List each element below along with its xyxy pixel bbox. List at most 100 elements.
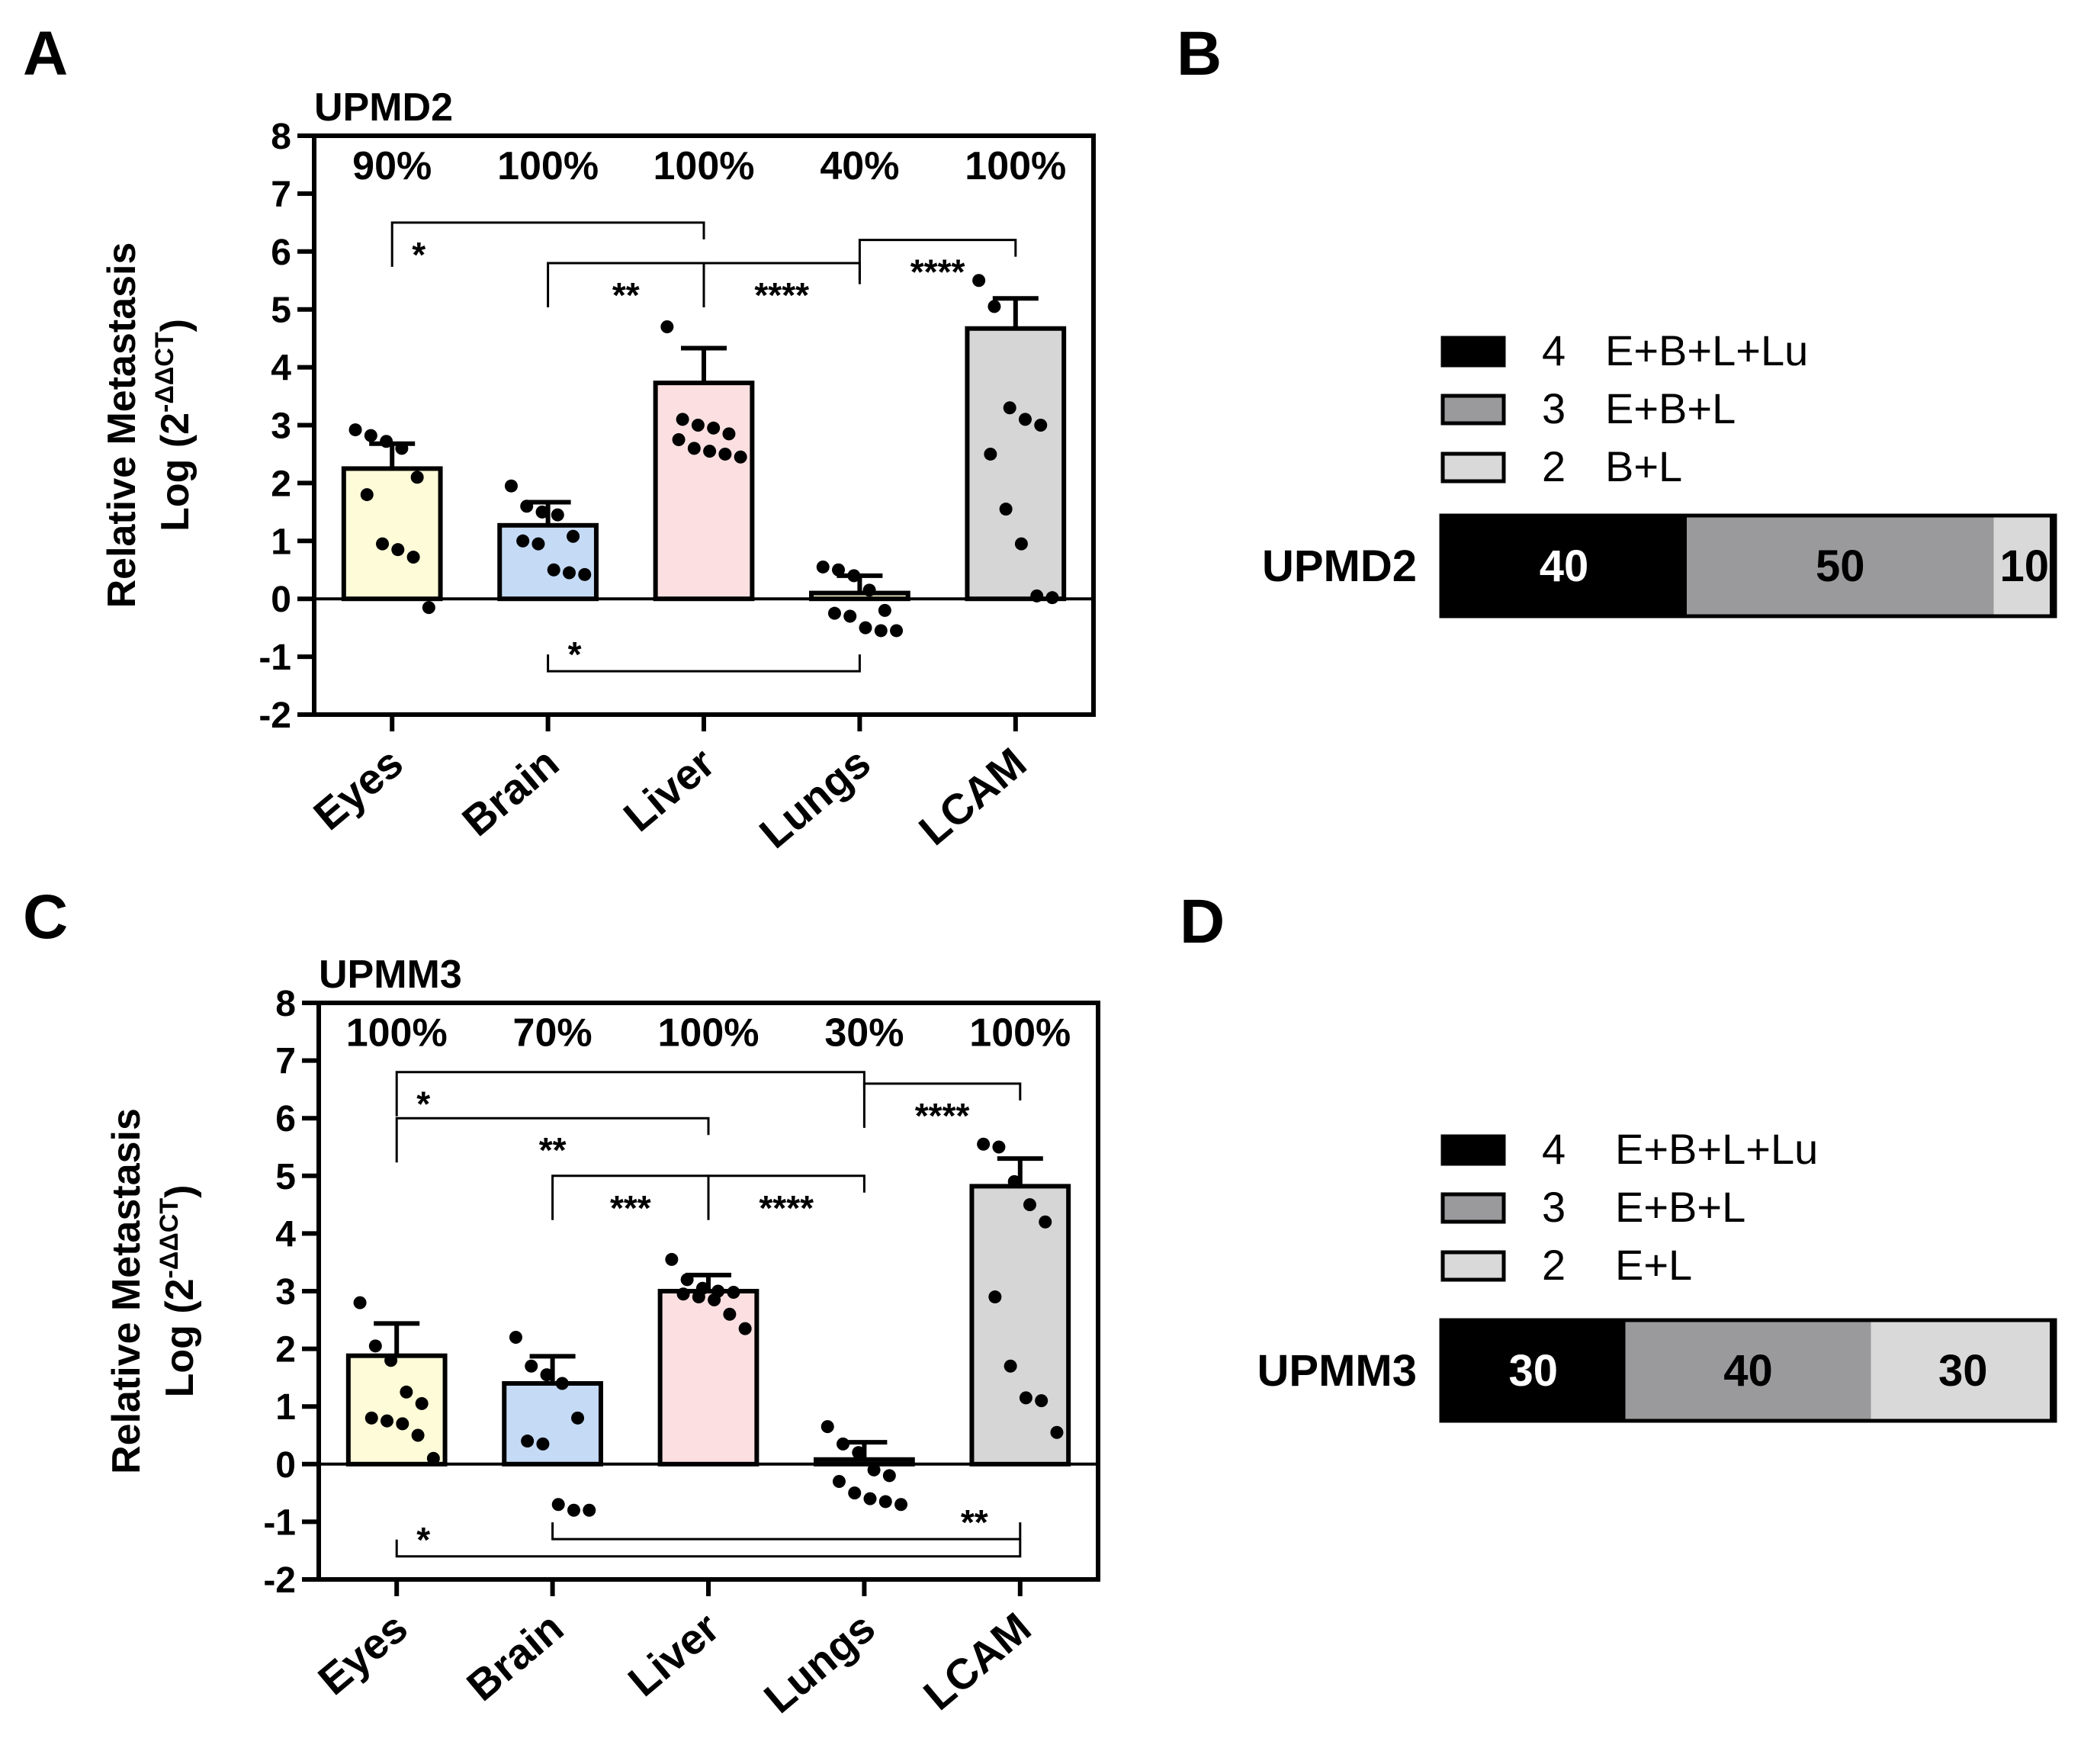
y-tick-label: -2: [259, 696, 291, 736]
data-point: [837, 1437, 850, 1451]
data-point: [536, 1437, 550, 1451]
legend-swatch: [1440, 451, 1506, 484]
percent-label: 100%: [346, 1011, 448, 1056]
significance-label: ****: [759, 1188, 814, 1228]
data-point: [676, 413, 689, 426]
stacked-segment: [1871, 1320, 2055, 1421]
data-point: [1039, 1215, 1052, 1229]
y-tick-label: 6: [271, 233, 291, 273]
data-point: [977, 1137, 991, 1151]
significance-bracket: [862, 1082, 1022, 1128]
data-point: [516, 534, 530, 548]
data-point: [1018, 413, 1032, 426]
x-tick-label-liver: Liver: [619, 1603, 728, 1705]
data-point: [687, 442, 701, 455]
x-tick-label-liver: Liver: [615, 738, 724, 840]
legend-text: E+B+L: [1605, 384, 1736, 432]
legend-number: 4: [1542, 1125, 1566, 1173]
x-tick-label-eyes: Eyes: [309, 1603, 416, 1704]
bar-lcam: [965, 326, 1067, 602]
legend-swatch: [1440, 1250, 1506, 1282]
significance-bracket: [707, 1174, 865, 1220]
y-tick-label: 1: [271, 522, 291, 562]
data-point: [722, 427, 736, 441]
data-point: [832, 563, 846, 577]
data-point: [707, 421, 721, 435]
data-point: [874, 624, 888, 638]
bar-chart-upmm3: UPMM3 Relative Metastasis Log (2-ΔΔCT) -2 -1…: [104, 953, 1100, 1722]
data-point: [672, 432, 686, 446]
data-point: [848, 1486, 862, 1500]
data-point: [984, 447, 997, 461]
legend-number: 2: [1542, 1241, 1566, 1289]
data-point: [353, 1296, 367, 1309]
legend-text: E+B+L+Lu: [1605, 326, 1808, 374]
data-point: [827, 606, 841, 620]
y-axis-label-suffix: ): [158, 1185, 202, 1198]
data-point: [1019, 1391, 1032, 1405]
y-axis-label-superscript: -ΔΔCT: [150, 332, 179, 413]
legend-text: E+B+L: [1615, 1183, 1745, 1231]
y-axis-label-line2: Log (2-ΔΔCT): [155, 1185, 202, 1398]
data-point: [410, 471, 424, 484]
data-point: [867, 1463, 881, 1476]
data-point: [862, 583, 876, 597]
data-point: [391, 543, 405, 557]
percent-label: 100%: [969, 1011, 1071, 1056]
data-point: [894, 1498, 908, 1512]
segment-label: 10: [1999, 541, 2049, 591]
chart-title: UPMD2: [314, 85, 453, 130]
y-axis-label-suffix: ): [153, 319, 198, 332]
legend-swatch: [1440, 394, 1506, 426]
bar-liver: [653, 381, 755, 602]
data-point: [708, 1293, 721, 1306]
panel-label-c: C: [23, 882, 68, 952]
data-point: [676, 1287, 690, 1301]
data-point: [504, 479, 518, 493]
data-point: [547, 563, 560, 577]
data-point: [816, 560, 830, 574]
panel-label-a: A: [23, 19, 68, 88]
data-point: [540, 1368, 554, 1382]
significance-bracket: [390, 221, 705, 267]
significance-label: **: [961, 1502, 988, 1542]
x-tick-label-lungs: Lungs: [750, 738, 879, 857]
data-point: [364, 429, 377, 442]
data-point: [509, 1330, 522, 1344]
stacked-segment: [1441, 1320, 1626, 1421]
data-point: [395, 442, 409, 455]
significance-bracket: [395, 1539, 1022, 1558]
data-point: [999, 503, 1013, 516]
data-point: [832, 1474, 846, 1488]
data-point: [368, 1339, 382, 1353]
legend-text: B+L: [1605, 442, 1682, 490]
y-tick-label: 1: [275, 1387, 296, 1428]
significance-bracket: [395, 1117, 710, 1163]
data-point: [878, 603, 891, 617]
x-tick-label-lcam: LCAM: [914, 1603, 1039, 1719]
stacked-segment: [1687, 516, 1994, 616]
data-point: [878, 1495, 892, 1509]
data-point: [578, 567, 592, 581]
data-point: [396, 1417, 409, 1431]
bar-lcam: [969, 1184, 1071, 1467]
y-tick-label: 2: [275, 1330, 296, 1370]
y-tick-label: -1: [263, 1502, 296, 1543]
segment-label: 40: [1723, 1346, 1773, 1396]
y-tick-label: 2: [271, 464, 291, 504]
percent-label: 100%: [497, 144, 599, 188]
segment-label: 50: [1816, 541, 1865, 591]
chart-title: UPMM3: [319, 953, 462, 997]
y-tick-label: 5: [275, 1157, 296, 1197]
y-tick-label: -2: [263, 1560, 296, 1601]
data-point: [364, 1411, 378, 1425]
data-point: [692, 1290, 705, 1304]
percent-label: 90%: [352, 144, 432, 188]
y-axis-label-prefix: Log (2: [153, 413, 198, 532]
percent-label: 40%: [820, 144, 899, 188]
significance-label: *: [416, 1520, 430, 1560]
y-tick-label: 7: [271, 175, 291, 215]
data-point: [567, 1503, 580, 1517]
panel-label-d: D: [1180, 887, 1225, 956]
